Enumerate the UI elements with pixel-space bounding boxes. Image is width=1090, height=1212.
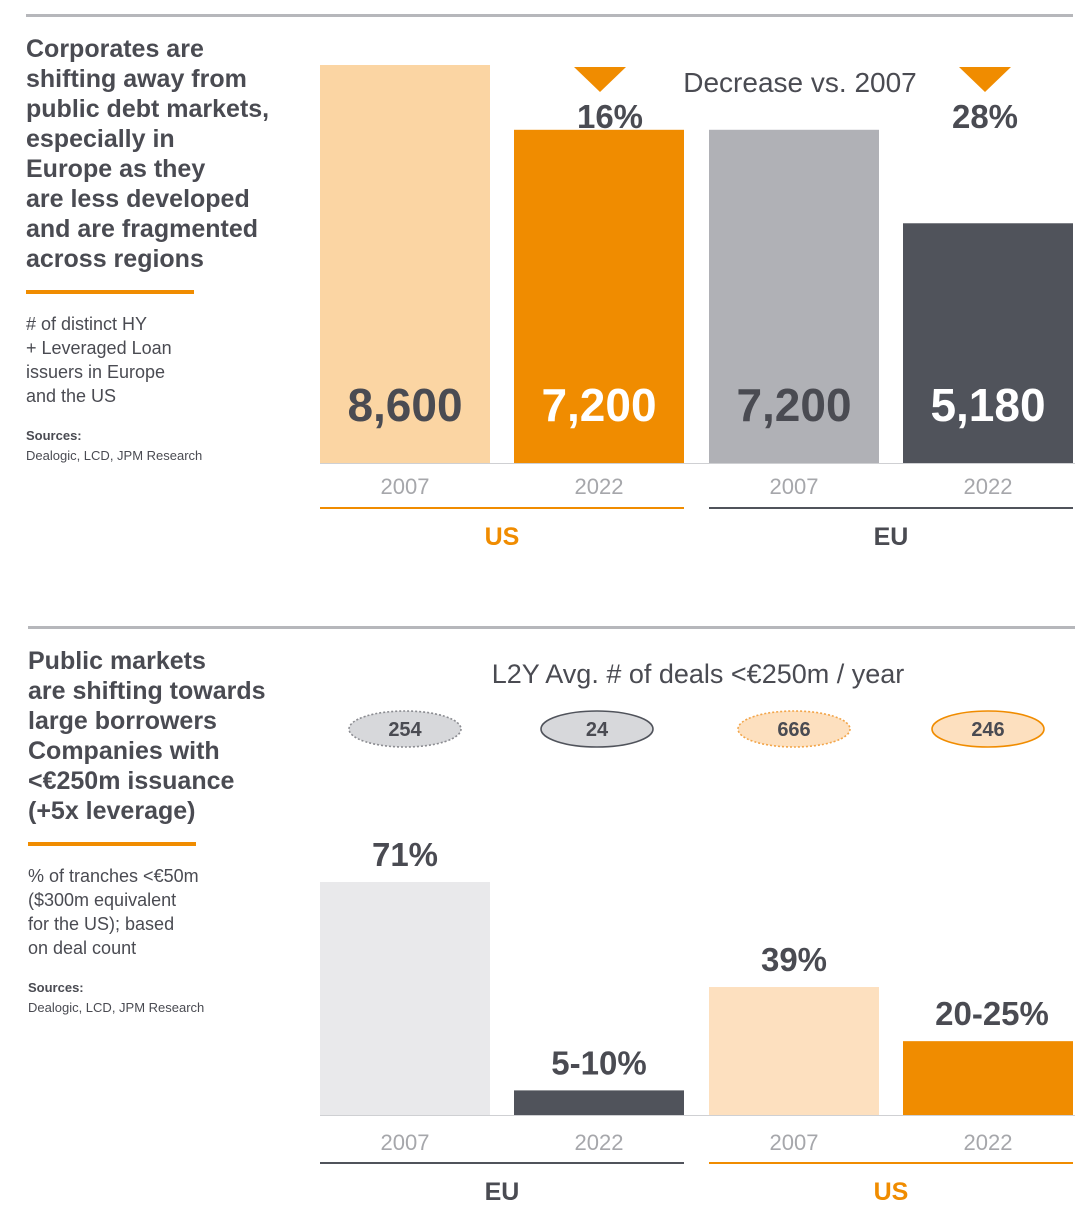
section2-description: % of tranches <€50m ($300m equivalent fo… [28,866,199,958]
section2-top-rule [28,626,1075,629]
tranches-group-label-us: US [874,1178,909,1206]
section1-description: # of distinct HY + Leveraged Loan issuer… [26,314,172,406]
tranches-tick-label: 2022 [575,1130,624,1155]
decrease-label-eu: 28% [952,98,1018,135]
issuers-tick-label: 2022 [964,474,1013,499]
issuers-bar-us-2007 [320,65,490,463]
issuers-tick-label: 2007 [770,474,819,499]
decrease-arrow-icon [959,67,1011,92]
deals-ellipse [540,710,654,748]
chart-small-tranches: L2Y Avg. # of deals <€250m / year 254 24 6… [320,659,1075,1206]
tranches-value-label: 20-25% [935,995,1049,1032]
tranches-value-label: 71% [372,836,438,873]
deals-ellipse [737,710,851,748]
deals-ellipse [348,710,462,748]
section1-sources: Dealogic, LCD, JPM Research [26,448,203,463]
tranches-value-label: 5-10% [551,1044,646,1081]
tranches-value-label: 39% [761,941,827,978]
issuers-tick-label: 2022 [575,474,624,499]
section1-title: Corporates are shifting away from public… [26,35,270,273]
section2-sources-label: Sources: [28,980,84,995]
issuers-value-label: 8,600 [347,379,462,431]
issuers-bar-us-2022 [514,129,684,463]
tranches-tick-label: 2007 [770,1130,819,1155]
section2-accent-line [28,842,196,846]
deals-value-label: 24 [586,719,609,741]
issuers-value-label: 7,200 [541,379,656,431]
issuers-group-label-eu: EU [874,523,909,551]
section1-top-rule [26,14,1073,17]
decrease-label-us: 16% [577,98,643,135]
deals-value-label: 666 [777,719,810,741]
section1-accent-line [26,290,194,294]
deals-value-label: 254 [388,719,422,741]
deals-value-label: 246 [971,719,1004,741]
deals-title: L2Y Avg. # of deals <€250m / year [492,659,905,689]
decrease-arrow-icon [574,67,626,92]
issuers-value-label: 7,200 [736,379,851,431]
issuers-value-label: 5,180 [930,379,1045,431]
tranches-bar-eu-2022 [514,1090,684,1115]
issuers-bar-eu-2007 [709,129,879,463]
section2-title: Public markets are shifting towards larg… [28,647,266,825]
tranches-bar-us-2007 [709,987,879,1115]
issuers-group-label-us: US [485,523,520,551]
tranches-tick-label: 2022 [964,1130,1013,1155]
issuers-bar-eu-2022 [903,223,1073,463]
chart-issuers: Decrease vs. 2007 16% 28% 8,600 7,200 7,200… [320,65,1075,551]
tranches-group-label-eu: EU [485,1178,520,1206]
issuers-decrease-title: Decrease vs. 2007 [683,67,916,98]
tranches-bar-eu-2007 [320,882,490,1115]
tranches-bar-us-2022 [903,1041,1073,1115]
issuers-decrease-title-group: Decrease vs. 2007 [683,67,916,98]
section2-sources: Dealogic, LCD, JPM Research [28,1000,205,1015]
section1-sources-label: Sources: [26,428,82,443]
deals-ellipse [931,710,1045,748]
issuers-tick-label: 2007 [381,474,430,499]
tranches-tick-label: 2007 [381,1130,430,1155]
